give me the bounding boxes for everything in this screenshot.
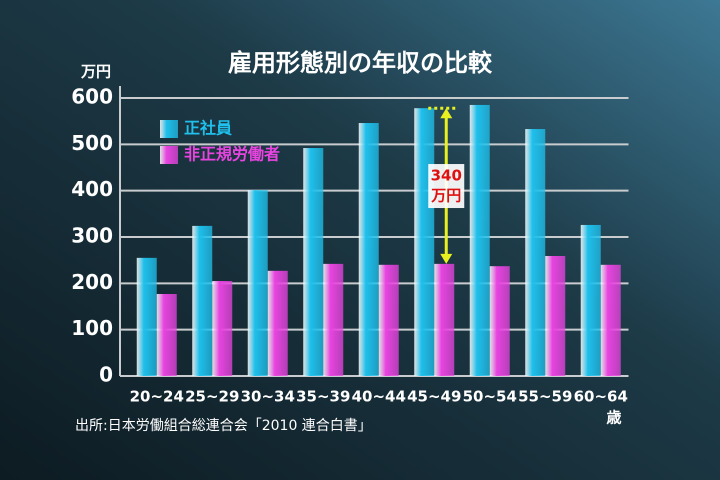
bar bbox=[247, 190, 268, 376]
annotation: 万円 bbox=[430, 187, 461, 205]
x-tick-label: 20~24 bbox=[130, 388, 184, 406]
bar bbox=[156, 293, 177, 376]
y-tick-label: 200 bbox=[71, 270, 113, 294]
bar bbox=[212, 281, 233, 376]
bar bbox=[358, 123, 379, 377]
x-tick-label: 35~39 bbox=[296, 388, 350, 406]
y-tick-label: 500 bbox=[71, 131, 113, 155]
bar bbox=[192, 225, 213, 376]
bar bbox=[414, 108, 435, 377]
y-tick-label: 0 bbox=[99, 363, 113, 387]
x-tick-label: 45~49 bbox=[407, 388, 461, 406]
annotation-box bbox=[428, 164, 465, 209]
legend-swatch bbox=[160, 120, 178, 138]
arrow-head bbox=[440, 253, 453, 264]
bar bbox=[469, 104, 490, 376]
y-unit: 万円 bbox=[80, 63, 111, 81]
x-tick-label: 55~59 bbox=[518, 388, 572, 406]
y-tick-label: 300 bbox=[71, 224, 113, 248]
x-tick-label: 60~64 bbox=[574, 388, 628, 406]
chart-title: 雇用形態別の年収の比較 bbox=[228, 49, 493, 77]
bar bbox=[378, 264, 399, 376]
bar bbox=[525, 129, 546, 376]
bar bbox=[303, 148, 324, 376]
y-tick-label: 600 bbox=[71, 85, 113, 109]
y-tick-label: 400 bbox=[71, 177, 113, 201]
y-tick-label: 100 bbox=[71, 316, 113, 340]
legend-swatch bbox=[160, 146, 178, 164]
bar bbox=[434, 263, 455, 376]
bar bbox=[267, 270, 288, 376]
bar bbox=[323, 263, 344, 376]
legend-label: 非正規労働者 bbox=[184, 145, 280, 164]
bar bbox=[600, 264, 621, 376]
x-unit: 歳 bbox=[606, 409, 621, 427]
arrow-head bbox=[440, 108, 453, 119]
legend-label: 正社員 bbox=[184, 119, 232, 138]
bar bbox=[489, 266, 510, 376]
bar bbox=[136, 257, 157, 376]
x-tick-label: 25~29 bbox=[185, 388, 239, 406]
annotation: 340 bbox=[431, 167, 462, 185]
x-tick-label: 50~54 bbox=[463, 388, 517, 406]
source: 出所:日本労働組合総連合会「2010 連合白書」 bbox=[75, 418, 372, 434]
bar bbox=[580, 224, 601, 376]
bar bbox=[545, 255, 566, 376]
x-tick-label: 30~34 bbox=[241, 388, 295, 406]
x-tick-label: 40~44 bbox=[352, 388, 406, 406]
